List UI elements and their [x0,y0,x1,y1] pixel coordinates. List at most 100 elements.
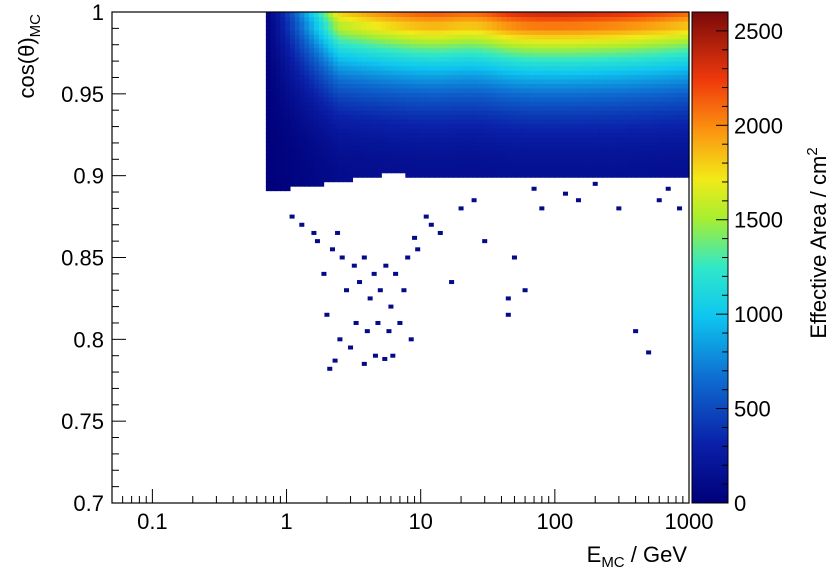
heatmap-cell [448,163,454,169]
heatmap-cell [631,105,637,111]
heatmap-cell [520,92,527,98]
heatmap-cell [429,150,435,156]
heatmap-cell [669,29,676,35]
heatmap-cell [467,150,474,156]
heatmap-cell [592,78,599,85]
heatmap-cell [275,159,281,165]
heatmap-cell [660,12,666,18]
heatmap-cell [482,168,488,174]
heatmap-cell [636,154,642,160]
heatmap-cell [424,168,430,174]
heatmap-cell [390,159,397,165]
heatmap-cell [347,43,354,49]
heatmap-cell [592,101,599,107]
heatmap-cell [275,172,281,178]
heatmap-cell [578,38,584,44]
heatmap-cell [323,172,329,178]
heatmap-cell [664,52,671,58]
heatmap-cell [294,43,301,49]
heatmap-cell [597,92,604,98]
heatmap-cell [265,34,272,40]
heatmap-cell [472,123,479,129]
heatmap-cell [376,105,382,111]
heatmap-cell [679,105,685,111]
heatmap-cell [405,34,411,40]
heatmap-cell [381,110,387,116]
heatmap-cell [496,172,503,178]
heatmap-cell [563,87,570,93]
heatmap-cell [626,43,632,49]
heatmap-cell [395,43,402,49]
heatmap-cell [366,43,373,49]
heatmap-cell [333,172,339,178]
heatmap-cell [381,114,387,120]
heatmap-cell [602,70,608,76]
sparse-bin [397,320,403,325]
heatmap-cell [467,136,474,143]
heatmap-cell [419,34,426,40]
heatmap-cell [357,128,363,134]
colorbar-tick-label: 2000 [734,113,783,138]
heatmap-cell [616,101,623,107]
heatmap-cell [280,65,286,71]
heatmap-cell [443,123,450,129]
heatmap-cell [626,20,632,26]
heatmap-cell [684,74,690,80]
heatmap-cell [453,163,459,169]
heatmap-cell [333,128,339,134]
heatmap-cell [679,92,685,98]
heatmap-cell [530,47,536,53]
heatmap-cell [265,29,272,35]
heatmap-cell [309,114,315,120]
heatmap-cell [660,168,666,174]
heatmap-cell [684,119,690,125]
heatmap-cell [530,163,536,169]
heatmap-cell [664,70,671,76]
heatmap-cell [333,145,339,151]
heatmap-cell [458,29,464,35]
heatmap-cell [463,65,469,71]
heatmap-cell [438,123,445,129]
heatmap-cell [438,110,445,116]
heatmap-cell [371,110,378,116]
heatmap-cells [265,12,690,192]
heatmap-cell [501,136,507,143]
x-axis-title-main: E [587,542,602,567]
heatmap-cell [419,141,426,147]
heatmap-cell [501,12,507,18]
heatmap-cell [337,105,344,111]
heatmap-cell [347,65,354,71]
heatmap-cell [664,141,671,147]
heatmap-cell [405,114,411,120]
heatmap-cell [520,47,527,53]
heatmap-cell [549,87,555,93]
heatmap-cell [511,43,517,49]
heatmap-cell [323,25,329,31]
heatmap-cell [679,78,685,85]
heatmap-cell [347,74,354,80]
heatmap-cell [323,114,329,120]
heatmap-cell [684,52,690,58]
heatmap-cell [491,56,498,62]
heatmap-cell [400,96,406,102]
heatmap-cell [607,110,613,116]
heatmap-cell [424,105,430,111]
heatmap-cell [362,43,368,49]
sparse-bin [393,271,399,276]
heatmap-cell [544,105,551,111]
heatmap-cell [386,20,392,26]
heatmap-cell [333,110,339,116]
heatmap-cell [684,128,690,134]
heatmap-cell [299,154,305,160]
heatmap-cell [636,92,642,98]
heatmap-cell [472,29,479,35]
heatmap-cell [645,119,652,125]
heatmap-cell [482,83,488,89]
heatmap-cell [559,65,565,71]
heatmap-cell [299,172,305,178]
heatmap-cell [588,128,594,134]
heatmap-cell [342,87,349,93]
heatmap-cell [472,159,479,165]
heatmap-cell [597,105,604,111]
heatmap-cell [636,96,642,102]
